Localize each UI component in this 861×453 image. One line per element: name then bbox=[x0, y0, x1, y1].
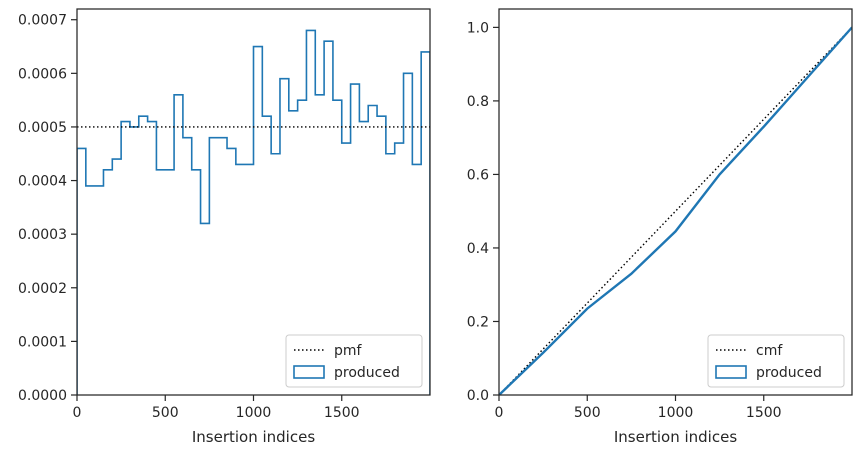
y-tick-label: 0.6 bbox=[467, 167, 489, 183]
axes-frame bbox=[498, 8, 853, 396]
x-axis-label: Insertion indices bbox=[192, 428, 315, 446]
y-tick-label: 0.0005 bbox=[18, 120, 67, 136]
y-tick-label: 0.0001 bbox=[18, 334, 67, 350]
cmf-line-panel: 0 500 1000 1500 0.0 0.2 0.4 0.6 0.8 1.0 Insertion… bbox=[467, 8, 853, 446]
y-tick-label: 0.4 bbox=[467, 241, 489, 257]
data-marks bbox=[499, 26, 852, 395]
legend-label-cmf: cmf bbox=[756, 343, 783, 359]
pmf-histogram-panel: 0 500 1000 1500 0.0000 0.0001 0.0002 0.0003 0.00… bbox=[18, 8, 431, 446]
axis-ticks: 0 500 1000 1500 0.0000 0.0001 0.0002 0.0003 0.00… bbox=[18, 13, 360, 421]
data-marks bbox=[77, 29, 430, 395]
x-tick-label: 1500 bbox=[746, 405, 782, 421]
x-tick-label: 0 bbox=[73, 405, 82, 421]
y-tick-label: 0.8 bbox=[467, 94, 489, 110]
y-tick-label: 0.0006 bbox=[18, 66, 67, 82]
x-tick-label: 500 bbox=[574, 405, 601, 421]
y-tick-label: 0.2 bbox=[467, 314, 489, 330]
y-tick-label: 0.0007 bbox=[18, 13, 67, 29]
series-group bbox=[77, 29, 430, 395]
legend-box bbox=[707, 334, 845, 388]
x-axis-label: Insertion indices bbox=[614, 428, 737, 446]
line-series-produced bbox=[499, 26, 852, 395]
x-tick-label: 500 bbox=[152, 405, 179, 421]
legend-swatch-produced bbox=[715, 365, 747, 379]
axis-ticks: 0 500 1000 1500 0.0 0.2 0.4 0.6 0.8 1.0 bbox=[467, 20, 782, 421]
y-tick-label: 0.0 bbox=[467, 388, 489, 404]
legend: pmf produced bbox=[285, 334, 423, 388]
x-tick-label: 0 bbox=[495, 405, 504, 421]
y-tick-label: 0.0000 bbox=[18, 388, 67, 404]
plot-area bbox=[499, 9, 852, 395]
legend-label-produced: produced bbox=[756, 365, 822, 381]
legend-label-pmf: pmf bbox=[334, 343, 363, 359]
legend-box bbox=[285, 334, 423, 388]
x-tick-label: 1000 bbox=[236, 405, 272, 421]
y-tick-label: 0.0004 bbox=[18, 174, 67, 190]
legend-label-produced: produced bbox=[334, 365, 400, 381]
series-group bbox=[499, 26, 852, 395]
y-tick-label: 1.0 bbox=[467, 20, 489, 36]
reference-line-cmf bbox=[499, 26, 852, 395]
y-tick-label: 0.0003 bbox=[18, 227, 67, 243]
y-tick-label: 0.0002 bbox=[18, 281, 67, 297]
legend: cmf produced bbox=[707, 334, 845, 388]
x-tick-label: 1500 bbox=[324, 405, 360, 421]
axes-frame bbox=[76, 8, 431, 396]
x-tick-label: 1000 bbox=[658, 405, 694, 421]
legend-swatch-produced bbox=[293, 365, 325, 379]
